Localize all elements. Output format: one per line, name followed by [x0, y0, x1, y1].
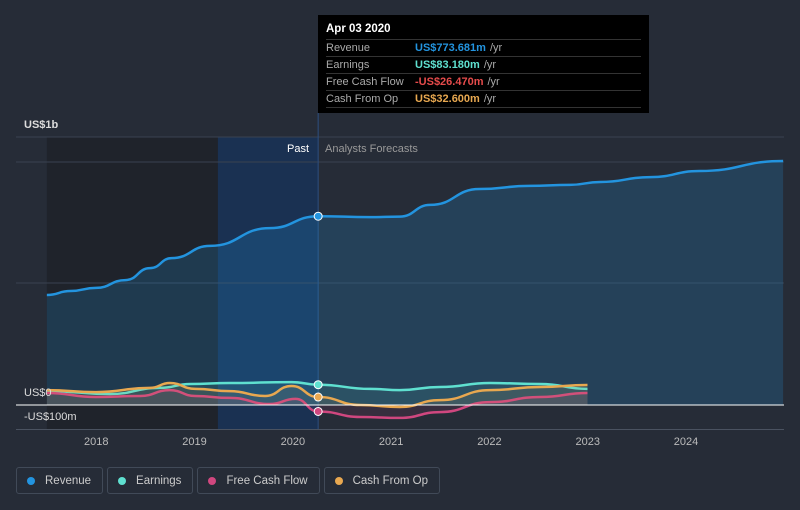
y-tick-0: US$0 — [24, 387, 52, 399]
tooltip-row: Revenue US$773.681m/yr — [326, 40, 641, 57]
tooltip-label: Free Cash Flow — [326, 76, 404, 88]
legend-revenue-button[interactable]: Revenue — [16, 467, 104, 494]
legend-dot-icon — [208, 476, 217, 485]
x-tick-2018: 2018 — [84, 436, 109, 448]
tooltip-unit: /yr — [487, 76, 500, 88]
legend-label: Earnings — [136, 474, 182, 487]
x-tick-2021: 2021 — [378, 436, 404, 448]
past-label: Past — [287, 143, 310, 155]
legend-dot-icon — [118, 476, 127, 485]
y-tick-neg100m: -US$100m — [24, 411, 77, 423]
x-tick-2024: 2024 — [673, 436, 699, 448]
tooltip-value: US$773.681m — [415, 42, 486, 54]
legend-label: Revenue — [45, 474, 92, 487]
legend-free-cash-flow-button[interactable]: Free Cash Flow — [197, 467, 320, 494]
x-tick-2023: 2023 — [575, 436, 600, 448]
tooltip-value: -US$26.470m — [415, 76, 484, 88]
forecast-label: Analysts Forecasts — [325, 143, 418, 155]
tooltip-row: Earnings US$83.180m/yr — [326, 57, 641, 74]
tooltip-label: Cash From Op — [326, 93, 399, 105]
tooltip-row: Cash From Op US$32.600m/yr — [326, 91, 641, 108]
free-cash-flow-line — [46, 388, 588, 420]
tooltip-value: US$32.600m — [415, 93, 480, 105]
legend-label: Cash From Op — [352, 474, 429, 487]
free-cash-flow-marker — [313, 406, 323, 416]
tooltip-unit: /yr — [483, 59, 497, 71]
revenue-area — [46, 161, 784, 405]
tooltip-label: Revenue — [326, 42, 371, 54]
legend-cash-from-op-button[interactable]: Cash From Op — [323, 467, 441, 494]
tooltip: Apr 03 2020 Revenue US$773.681m/yr Earning… — [318, 15, 649, 113]
revenue-line — [46, 159, 784, 297]
legend-label: Free Cash Flow — [226, 474, 308, 487]
x-tick-2022: 2022 — [477, 436, 502, 448]
tooltip-unit: /yr — [489, 42, 503, 54]
legend-dot-icon — [334, 476, 343, 485]
tooltip-unit: /yr — [483, 93, 497, 105]
tooltip-label: Earnings — [326, 59, 370, 71]
x-tick-2020: 2020 — [280, 436, 306, 448]
tooltip-row: Free Cash Flow -US$26.470m/yr — [326, 74, 641, 91]
tooltip-value: US$83.180m — [415, 59, 480, 71]
legend-earnings-button[interactable]: Earnings — [107, 467, 194, 494]
revenue-marker — [313, 211, 323, 221]
y-tick-1b: US$1b — [24, 119, 59, 131]
cash-from-op-marker — [313, 392, 323, 402]
legend: Revenue Earnings Free Cash Flow Cash From O… — [16, 467, 441, 494]
cash-from-op-area — [46, 383, 588, 407]
earnings-marker — [313, 380, 323, 390]
x-tick-2019: 2019 — [182, 436, 207, 448]
tooltip-date: Apr 03 2020 — [326, 23, 641, 40]
legend-dot-icon — [27, 476, 35, 485]
cash-from-op-line — [46, 381, 588, 409]
